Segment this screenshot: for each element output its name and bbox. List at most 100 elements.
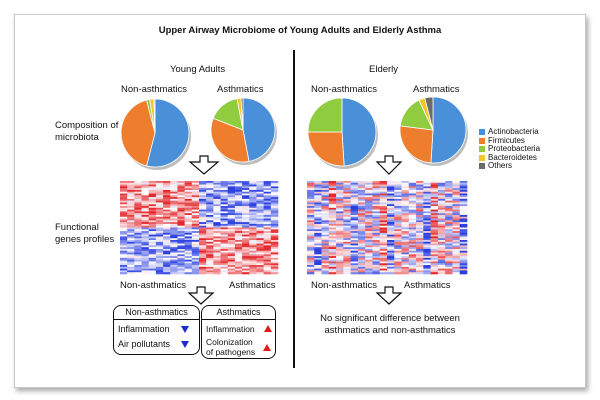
heatmap-cell [459,231,468,234]
heatmap-cell [227,207,236,210]
heatmap-cell [445,265,453,268]
heatmap-cell [387,265,395,268]
heatmap-cell [127,231,135,234]
heatmap-cell [328,186,337,189]
heatmap-cell [227,186,236,189]
heatmap-cell [336,240,344,243]
heatmap-cell [177,222,185,225]
heatmap-cell [206,241,214,244]
heatmap-cell [350,250,359,253]
heatmap-cell [307,206,315,209]
heatmap-cell [199,186,207,189]
heatmap-cell [270,250,279,253]
heatmap-cell [430,245,439,248]
heatmap-cell [148,209,157,212]
heatmap-cell [184,231,193,234]
heatmap-cell [127,256,135,259]
heatmap-cell [270,222,279,225]
heatmap-cell [270,257,279,260]
heatmap-cell [127,191,135,194]
heatmap-cell [199,207,207,210]
group-elderly-non-asthmatics: Non-asthmatics [311,84,377,95]
heatmap-cell [314,213,322,216]
heatmap-cell [379,211,388,214]
heatmap-cell [249,214,257,218]
heatmap-cell [430,236,439,239]
heatmap-cell [199,231,207,234]
heatmap-cell [127,186,135,189]
heatmap-cell [314,243,322,246]
heatmap-cell [423,270,431,273]
heatmap-cell [387,247,395,250]
heatmap-cell [452,204,461,207]
heatmap-cell [163,243,171,246]
heatmap-cell [206,248,214,252]
heatmap-cell [134,252,142,255]
heatmap-cell [365,227,373,230]
heatmap-cell [314,225,322,228]
heatmap-cell [270,259,279,262]
heatmap-cell [416,268,424,271]
heatmap-cell [336,247,344,250]
heatmap-cell [163,241,171,244]
heatmap-cell [256,206,264,209]
heatmap-cell [227,241,236,244]
heatmap-cell [199,259,207,262]
heatmap-cell [120,248,128,252]
heatmap-cell [350,270,359,273]
heatmap-cell [408,189,417,193]
heatmap-cell [343,248,351,252]
heatmap-cell [177,188,185,191]
heatmap-cell [416,241,424,244]
heatmap-cell [270,206,279,209]
heatmap-cell [401,198,410,201]
heatmap-cell [365,214,373,218]
heatmap-cell [227,222,236,225]
heatmap-cell [148,216,157,219]
heatmap-cell [314,204,322,207]
heatmap-cell [430,193,439,196]
heatmap-cell [242,181,250,184]
heatmap-cell [134,225,142,228]
heatmap-cell [416,234,424,237]
heatmap-cell [249,238,257,241]
heatmap-cell [314,257,322,260]
heatmap-cell [321,234,330,237]
heatmap-cell [350,252,359,255]
heatmap-cell [445,209,453,212]
heatmap-cell [191,216,200,219]
heatmap-cell [321,222,330,225]
heatmap-cell [408,265,417,268]
heatmap-cell [430,250,439,253]
heatmap-cell [336,207,344,210]
heatmap-cell [163,234,171,237]
heatmap-cell [206,198,214,201]
heatmap-cell [379,227,388,230]
heatmap-cell [350,232,359,235]
heatmap-cell [270,204,279,207]
heatmap-cell [127,257,135,260]
heatmap-cell [249,200,257,203]
heatmap-cell [256,222,264,225]
pie-slice [242,97,276,162]
heatmap-cell [206,182,214,185]
heatmap-cell [242,238,250,241]
heatmap-cell [206,188,214,191]
heatmap-cell [350,193,359,196]
heatmap-cell [372,240,381,243]
heatmap-cell [256,236,264,239]
heatmap-cell [321,218,330,221]
heatmap-cell [328,189,337,193]
heatmap-cell [387,238,395,241]
heatmap-cell [206,238,214,241]
heatmap-cell [307,223,315,227]
heatmap-cell [336,231,344,234]
heatmap-cell [459,252,468,255]
heatmap-cell [445,245,453,248]
heatmap-cell [394,252,402,255]
heatmap-cell [120,182,128,185]
heatmap-cell [401,193,410,196]
heatmap-cell [437,234,446,237]
heatmap-cell [416,257,424,260]
heatmap-cell [155,270,164,273]
